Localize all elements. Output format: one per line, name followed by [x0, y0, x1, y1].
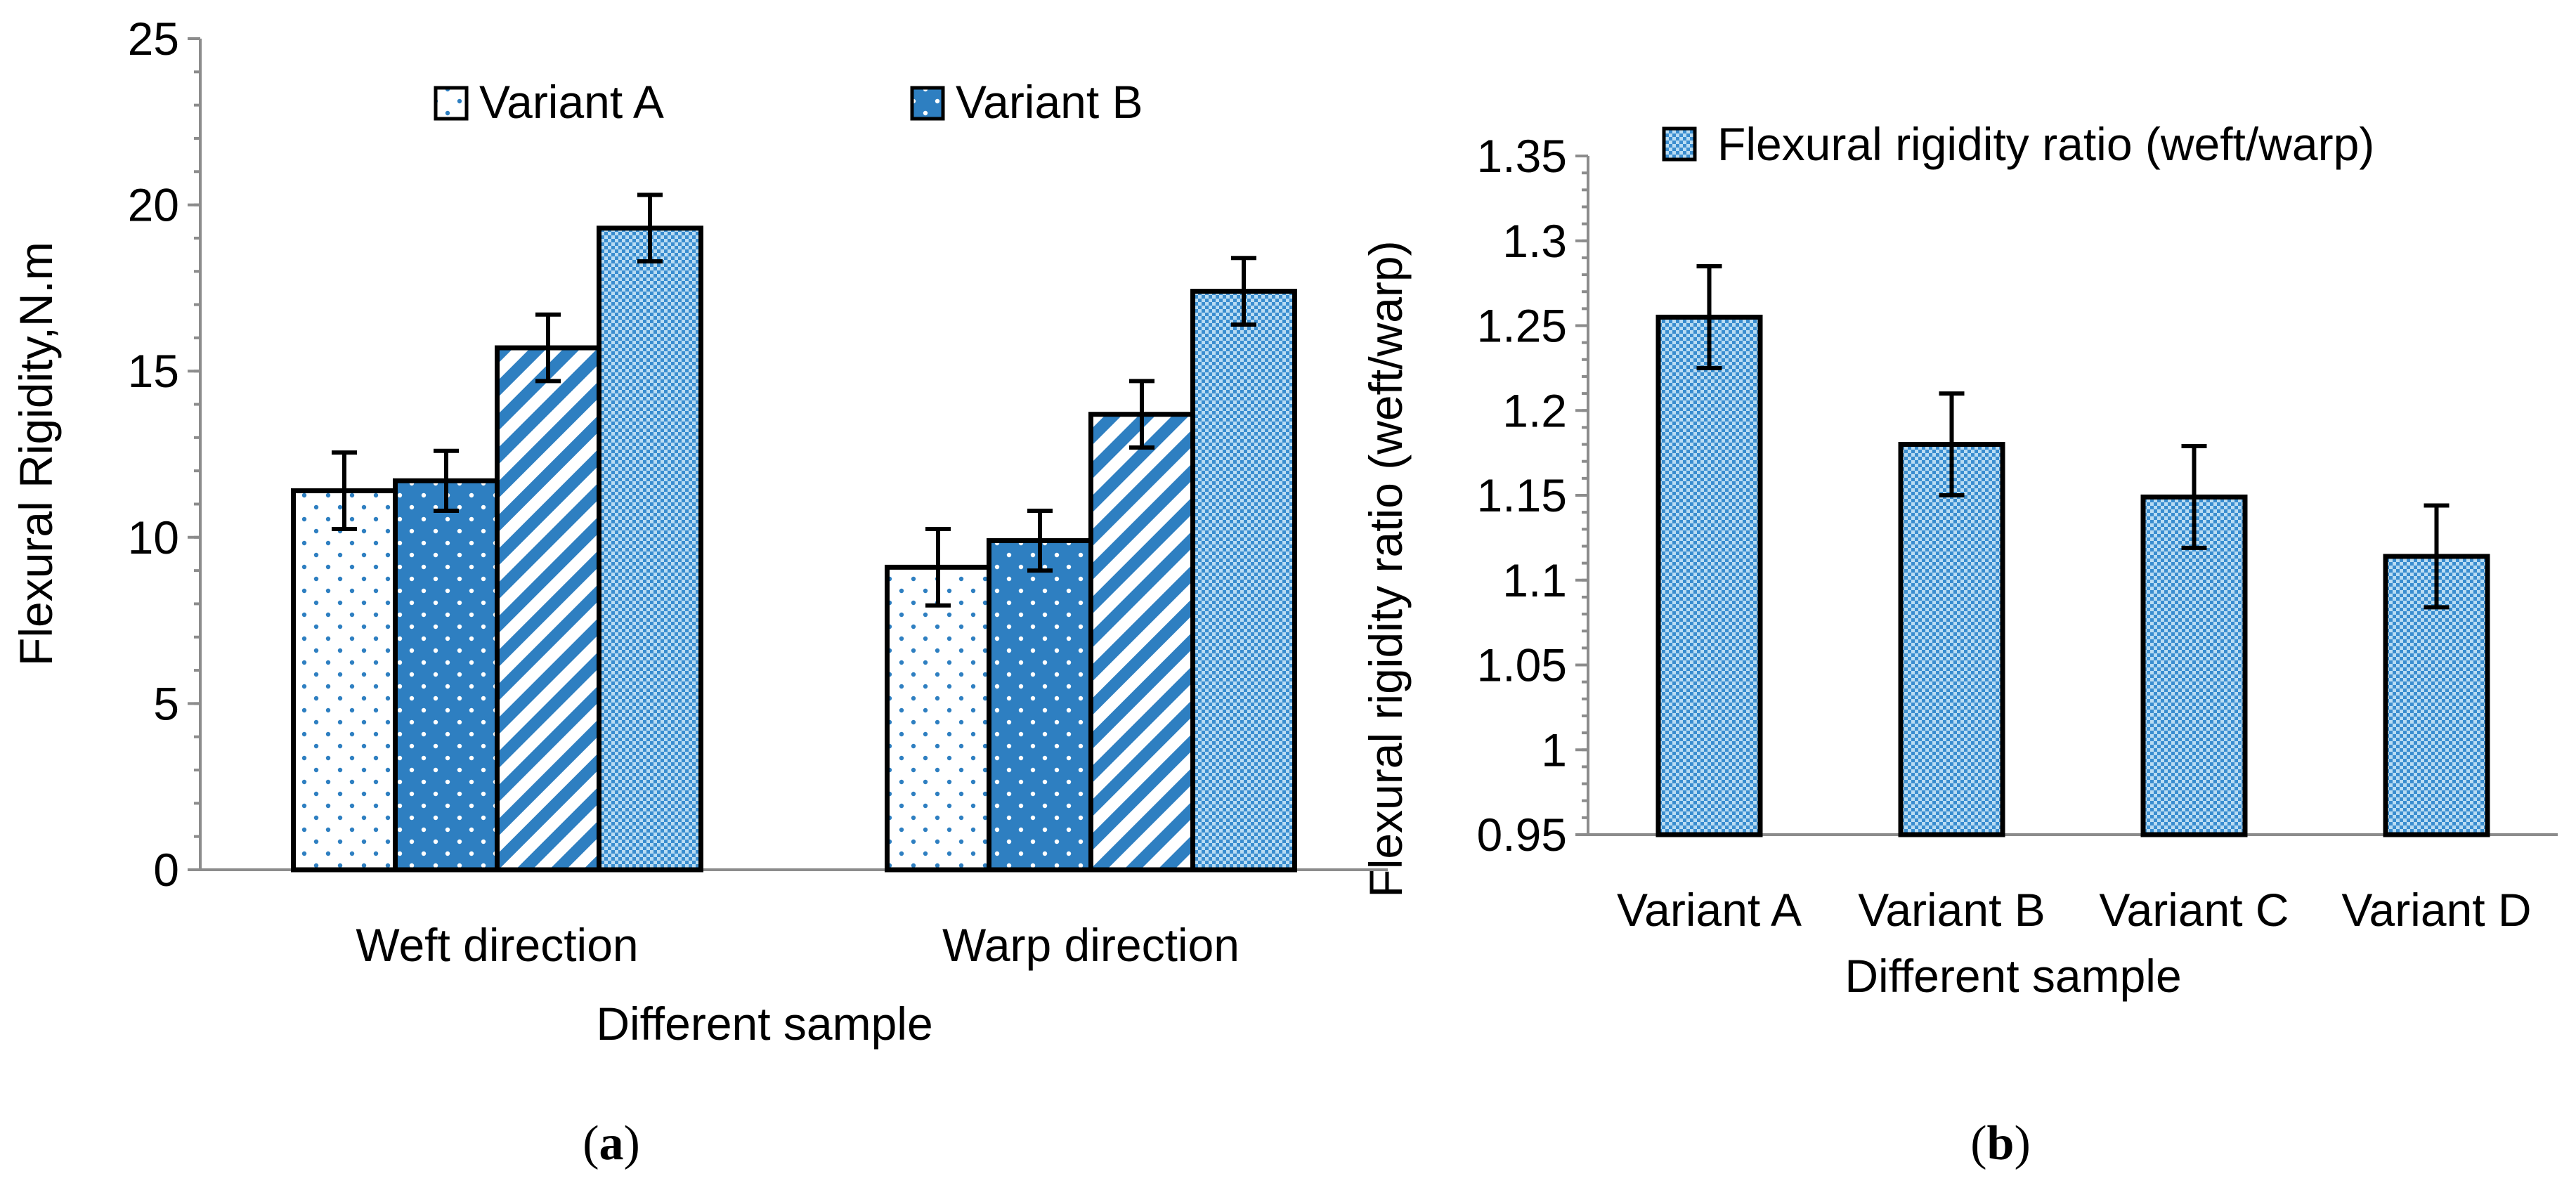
- chart-b-y-axis-title: Flexural rigidity ratio (weft/warp): [1360, 240, 1412, 897]
- bar-variant-d-weft-direction: [597, 226, 703, 873]
- legend-swatch-variant-a: [434, 86, 469, 121]
- legend-label-ratio: Flexural rigidity ratio (weft/warp): [1717, 118, 2374, 170]
- bar-variant-a-weft-direction: [291, 488, 398, 873]
- chart-b-bars: [1655, 263, 2490, 837]
- chart-b-category-label: Variant B: [1858, 884, 2045, 936]
- chart-a-panel-label: (a): [583, 1116, 640, 1170]
- chart-b-ytick-label: 1.25: [1477, 300, 1567, 352]
- chart-a-ytick-label: 0: [153, 844, 179, 896]
- svg-text:(b): (b): [1970, 1116, 2031, 1170]
- chart-b-panel-label: (b): [1970, 1116, 2031, 1170]
- bar-variant-c-weft-direction: [495, 345, 601, 873]
- bar-flexural-rigidity-ratio-weft-warp-variant-b: [1898, 442, 2005, 837]
- bar-variant-a-warp-direction: [885, 564, 991, 873]
- chart-a-category-label: Warp direction: [942, 919, 1240, 971]
- chart-b-category-label: Variant C: [2099, 884, 2289, 936]
- chart-a-y-ticks: 0 5 10 15 20 25: [128, 13, 200, 896]
- chart-b-y-ticks: 0.95 1 1.05 1.1 1.15 1.2 1.25 1.3 1.35: [1477, 130, 1588, 861]
- chart-a-ytick-label: 10: [128, 511, 179, 563]
- chart-b-ytick-label: 1.1: [1502, 554, 1567, 606]
- chart-b-ytick-label: 1.2: [1502, 384, 1567, 436]
- legend-swatch-ratio: [1662, 126, 1697, 162]
- chart-b-ytick-label: 1.15: [1477, 469, 1567, 521]
- chart-a-ytick-label: 5: [153, 677, 179, 729]
- bar-variant-b-weft-direction: [393, 478, 500, 873]
- chart-b-ytick-label: 1.3: [1502, 215, 1567, 267]
- bar-flexural-rigidity-ratio-weft-warp-variant-a: [1655, 314, 1763, 837]
- chart-a-legend: Variant A Variant B: [434, 76, 1143, 128]
- bar-variant-d-warp-direction: [1190, 289, 1297, 873]
- bar-flexural-rigidity-ratio-weft-warp-variant-c: [2140, 494, 2248, 837]
- chart-b-ytick-label: 1.35: [1477, 130, 1567, 182]
- svg-text:(a): (a): [583, 1116, 640, 1170]
- chart-b-ytick-label: 0.95: [1477, 809, 1567, 861]
- chart-a-ytick-label: 20: [128, 179, 179, 231]
- legend-label-variant-a: Variant A: [479, 76, 664, 128]
- chart-b-category-label: Variant D: [2341, 884, 2531, 936]
- legend-label-variant-b: Variant B: [956, 76, 1143, 128]
- chart-b-ytick-label: 1: [1541, 724, 1567, 776]
- chart-b-category-label: Variant A: [1617, 884, 1802, 936]
- chart-a-x-axis-title: Different sample: [596, 998, 932, 1050]
- chart-b-ytick-label: 1.05: [1477, 639, 1567, 691]
- chart-a-x-ticks: Weft direction Warp direction: [356, 919, 1240, 971]
- chart-b: 0.95 1 1.05 1.1 1.15 1.2 1.25 1.3 1.35 Variant A…: [1360, 118, 2558, 1170]
- chart-b-x-ticks: Variant A Variant B Variant C Variant D: [1617, 884, 2532, 936]
- chart-b-x-axis-title: Different sample: [1845, 950, 2181, 1002]
- chart-a-ytick-label: 15: [128, 345, 179, 397]
- chart-a-category-label: Weft direction: [356, 919, 638, 971]
- chart-a-ytick-label: 25: [128, 13, 179, 65]
- chart-b-legend: Flexural rigidity ratio (weft/warp): [1662, 118, 2374, 170]
- chart-a-bars: [291, 193, 1297, 873]
- legend-swatch-variant-b: [910, 86, 945, 121]
- chart-a-y-axis-title: Flexural Rigidity,N.m: [10, 242, 62, 666]
- panel-label-b: b: [1987, 1116, 2015, 1170]
- panel-label-a: a: [599, 1116, 624, 1170]
- bar-variant-b-warp-direction: [987, 538, 1093, 873]
- bar-variant-c-warp-direction: [1088, 412, 1195, 873]
